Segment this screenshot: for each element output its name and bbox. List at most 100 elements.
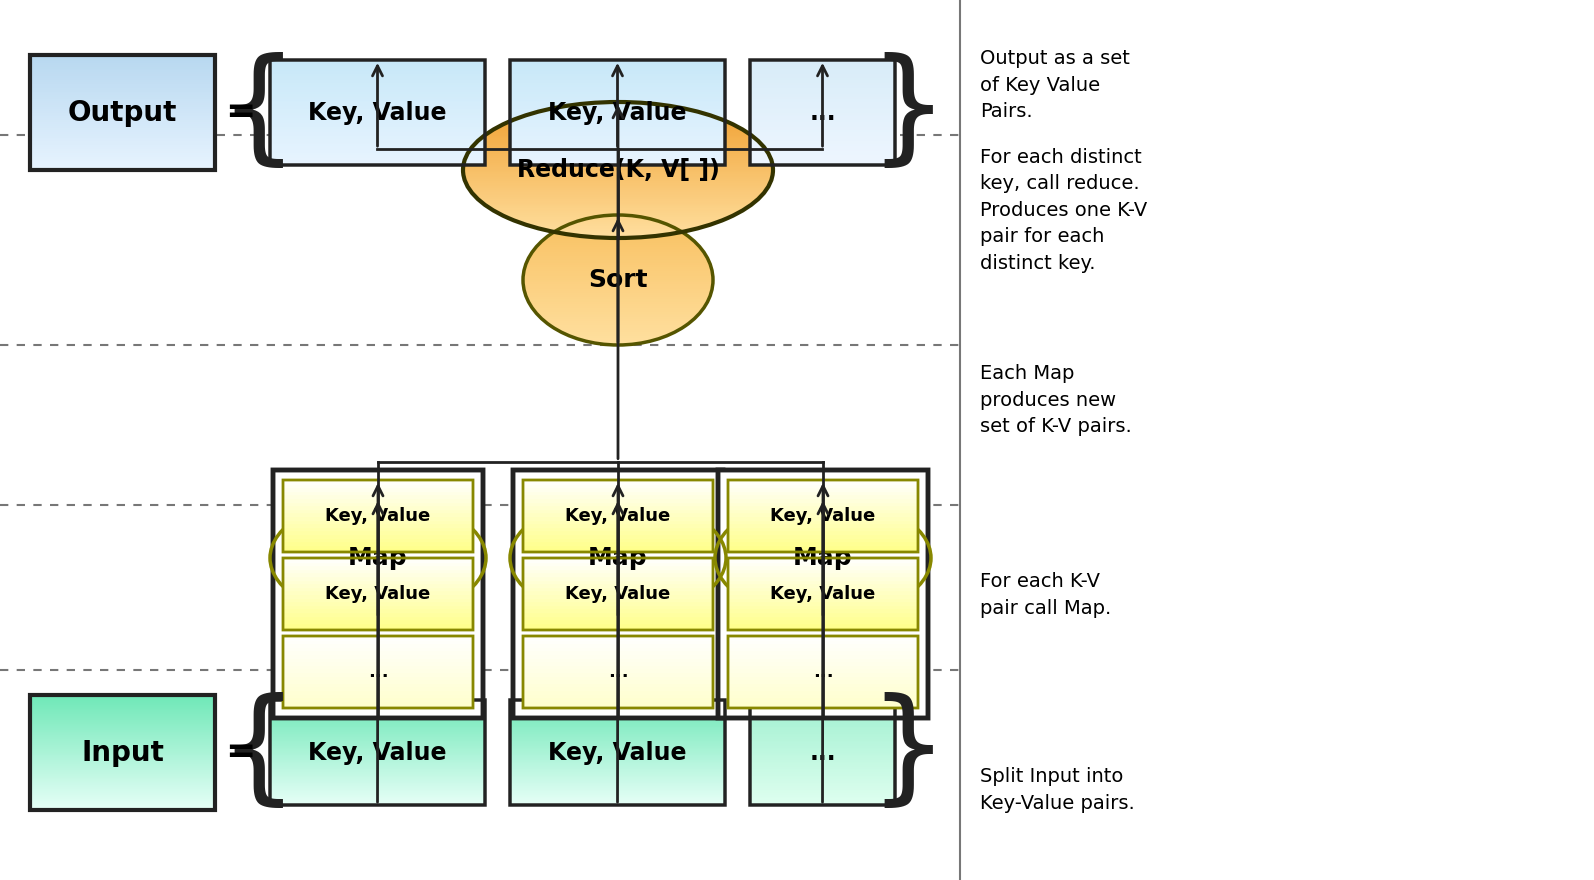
Bar	[510, 161, 725, 164]
Bar	[510, 552, 725, 554]
Bar	[30, 722, 215, 723]
Text: }: }	[869, 692, 948, 812]
Bar	[462, 180, 773, 184]
Bar	[728, 671, 918, 676]
Bar	[269, 574, 486, 576]
Bar	[269, 767, 485, 770]
Bar	[523, 678, 713, 683]
Bar	[30, 116, 215, 118]
Bar	[751, 801, 894, 803]
Bar	[728, 541, 918, 545]
Bar	[269, 524, 486, 526]
Bar	[30, 788, 215, 791]
Bar	[269, 145, 485, 148]
Bar	[269, 99, 485, 102]
Bar	[269, 568, 486, 570]
Bar	[728, 533, 918, 538]
Bar	[269, 156, 485, 158]
Bar	[30, 715, 215, 718]
Bar	[269, 576, 486, 578]
Bar	[751, 82, 894, 84]
Bar	[751, 738, 894, 740]
Bar	[284, 558, 473, 561]
Bar	[269, 759, 485, 761]
Bar	[523, 664, 713, 669]
Text: Key, Value: Key, Value	[325, 507, 430, 525]
Bar	[269, 163, 485, 165]
Bar	[30, 141, 215, 143]
Bar	[523, 594, 713, 598]
Text: =: =	[225, 735, 255, 769]
Bar	[523, 234, 713, 237]
Bar	[510, 715, 725, 717]
Bar	[728, 661, 918, 664]
Bar	[523, 299, 713, 302]
Bar	[523, 290, 713, 293]
Bar	[269, 778, 485, 781]
Bar	[269, 161, 485, 164]
Bar	[523, 502, 713, 505]
Bar	[269, 140, 485, 143]
Bar	[269, 728, 485, 730]
Bar	[462, 215, 773, 217]
Bar	[510, 131, 725, 134]
Bar	[728, 615, 918, 620]
Bar	[751, 152, 894, 155]
Bar	[510, 511, 725, 514]
Bar	[269, 135, 485, 137]
Bar	[30, 761, 215, 764]
Bar	[30, 708, 215, 710]
Bar	[269, 762, 485, 765]
Bar	[716, 538, 931, 540]
Bar	[269, 561, 486, 564]
Bar	[751, 105, 894, 107]
Bar	[462, 147, 773, 150]
Bar	[751, 780, 894, 782]
Bar	[716, 610, 931, 612]
Bar	[510, 703, 725, 705]
Bar	[728, 583, 918, 587]
Bar	[510, 554, 725, 556]
Bar	[284, 498, 473, 502]
Bar	[716, 560, 931, 562]
Bar	[510, 796, 725, 798]
Text: ...: ...	[368, 663, 389, 681]
Text: Key, Value: Key, Value	[308, 740, 446, 765]
Bar	[269, 712, 485, 714]
Bar	[462, 199, 773, 202]
Bar	[751, 737, 894, 738]
Bar	[523, 316, 713, 319]
Bar	[716, 552, 931, 554]
Bar	[284, 697, 473, 700]
Bar	[269, 117, 485, 120]
Bar	[510, 759, 725, 761]
Bar	[30, 167, 215, 170]
Bar	[510, 613, 725, 616]
Text: Map: Map	[588, 546, 647, 570]
Bar	[462, 117, 773, 121]
Bar	[751, 119, 894, 121]
Bar	[728, 576, 918, 580]
Bar	[728, 639, 918, 643]
Bar	[462, 226, 773, 229]
Bar	[751, 703, 894, 705]
Bar	[716, 527, 931, 530]
Bar	[269, 133, 485, 136]
Bar	[284, 615, 473, 620]
Bar	[716, 593, 931, 596]
Bar	[510, 792, 725, 795]
Bar	[284, 502, 473, 505]
Bar	[30, 92, 215, 95]
Bar	[30, 106, 215, 108]
Bar	[30, 133, 215, 136]
Ellipse shape	[462, 102, 773, 238]
Bar	[30, 714, 215, 716]
Bar	[269, 599, 486, 602]
FancyBboxPatch shape	[30, 695, 215, 810]
Bar	[523, 558, 713, 561]
Bar	[716, 522, 931, 524]
Bar	[728, 568, 918, 572]
Bar	[269, 607, 486, 610]
Bar	[30, 696, 215, 699]
Ellipse shape	[716, 498, 931, 618]
